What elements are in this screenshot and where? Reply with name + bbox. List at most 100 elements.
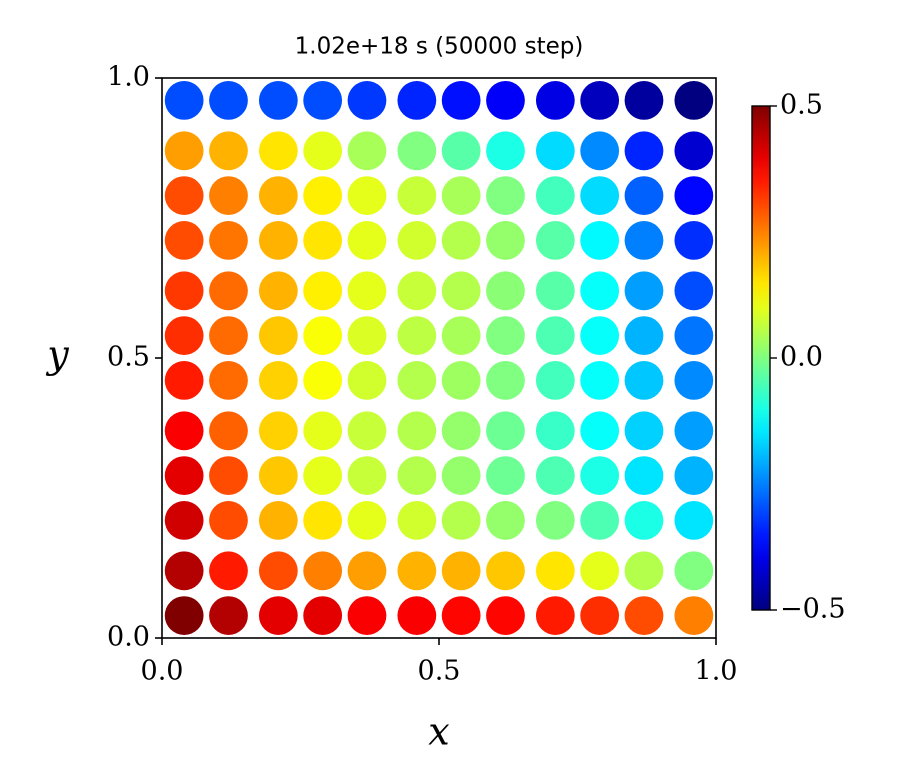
particle [209, 501, 248, 540]
particle [486, 131, 525, 171]
particle [347, 501, 387, 540]
particle [624, 176, 664, 215]
particle [164, 501, 204, 540]
particle [347, 131, 387, 171]
particle [441, 131, 481, 171]
particle [580, 501, 620, 540]
particle [674, 551, 714, 591]
particle [624, 456, 664, 495]
particle [397, 176, 437, 215]
particle [674, 221, 714, 260]
particle [347, 551, 387, 591]
particle [580, 316, 620, 355]
particle [347, 411, 387, 451]
particle [674, 81, 714, 120]
y-tick-label: 0.0 [107, 622, 150, 653]
particle [397, 456, 437, 495]
particle [674, 176, 714, 215]
particle [580, 361, 620, 400]
particle [164, 271, 204, 311]
particle [674, 131, 714, 171]
particle [441, 456, 481, 495]
particle [397, 551, 437, 591]
particle [486, 501, 525, 540]
particle [441, 501, 481, 540]
particle [441, 551, 481, 591]
particle [164, 456, 204, 495]
x-tick-label: 0.0 [141, 656, 184, 687]
particle [486, 551, 525, 591]
particle [303, 596, 343, 635]
particle [441, 411, 481, 451]
particle [624, 596, 664, 635]
particle [303, 361, 343, 400]
particle [258, 501, 298, 540]
particle [258, 411, 298, 451]
particle [164, 551, 204, 591]
particle [580, 411, 620, 451]
particle [535, 501, 575, 540]
particle [486, 456, 525, 495]
particle [164, 131, 204, 171]
particle [674, 596, 714, 635]
particle [535, 176, 575, 215]
particle [624, 81, 664, 120]
particle [624, 501, 664, 540]
particle [624, 131, 664, 171]
particle [258, 81, 298, 120]
particle [486, 411, 525, 451]
colorbar-tick-label: 0.0 [780, 342, 823, 373]
particle [535, 551, 575, 591]
particle [535, 271, 575, 311]
particle [535, 316, 575, 355]
particle [486, 316, 525, 355]
particle [486, 361, 525, 400]
particle [624, 551, 664, 591]
x-axis-label: x [428, 710, 449, 754]
particle [209, 551, 248, 591]
particle [441, 176, 481, 215]
particle [303, 221, 343, 260]
particle [535, 131, 575, 171]
particle [303, 271, 343, 311]
particle [347, 271, 387, 311]
particle [441, 81, 481, 120]
particle [674, 411, 714, 451]
particle [347, 456, 387, 495]
y-axis-label: y [45, 333, 69, 377]
particle [580, 221, 620, 260]
particle [441, 361, 481, 400]
particle [624, 361, 664, 400]
particle [397, 271, 437, 311]
particle [624, 316, 664, 355]
particle [303, 551, 343, 591]
particle [535, 221, 575, 260]
particle [303, 176, 343, 215]
colorbar-tick-label: 0.5 [780, 90, 823, 121]
particle [397, 221, 437, 260]
particle [209, 131, 248, 171]
particle [535, 81, 575, 120]
particle [674, 361, 714, 400]
particle [674, 316, 714, 355]
particle [209, 411, 248, 451]
colorbar [751, 105, 771, 611]
particle [164, 221, 204, 260]
particle [397, 81, 437, 120]
particle [303, 411, 343, 451]
particle [397, 361, 437, 400]
particle [303, 131, 343, 171]
particle [535, 361, 575, 400]
particle [258, 361, 298, 400]
particle [258, 131, 298, 171]
particle [486, 81, 525, 120]
particle [624, 221, 664, 260]
particle [303, 81, 343, 120]
particle [624, 271, 664, 311]
x-tick-label: 0.5 [418, 656, 461, 687]
particle [441, 271, 481, 311]
colorbar-tick-label: −0.5 [780, 594, 846, 625]
particle [164, 361, 204, 400]
particle [258, 316, 298, 355]
